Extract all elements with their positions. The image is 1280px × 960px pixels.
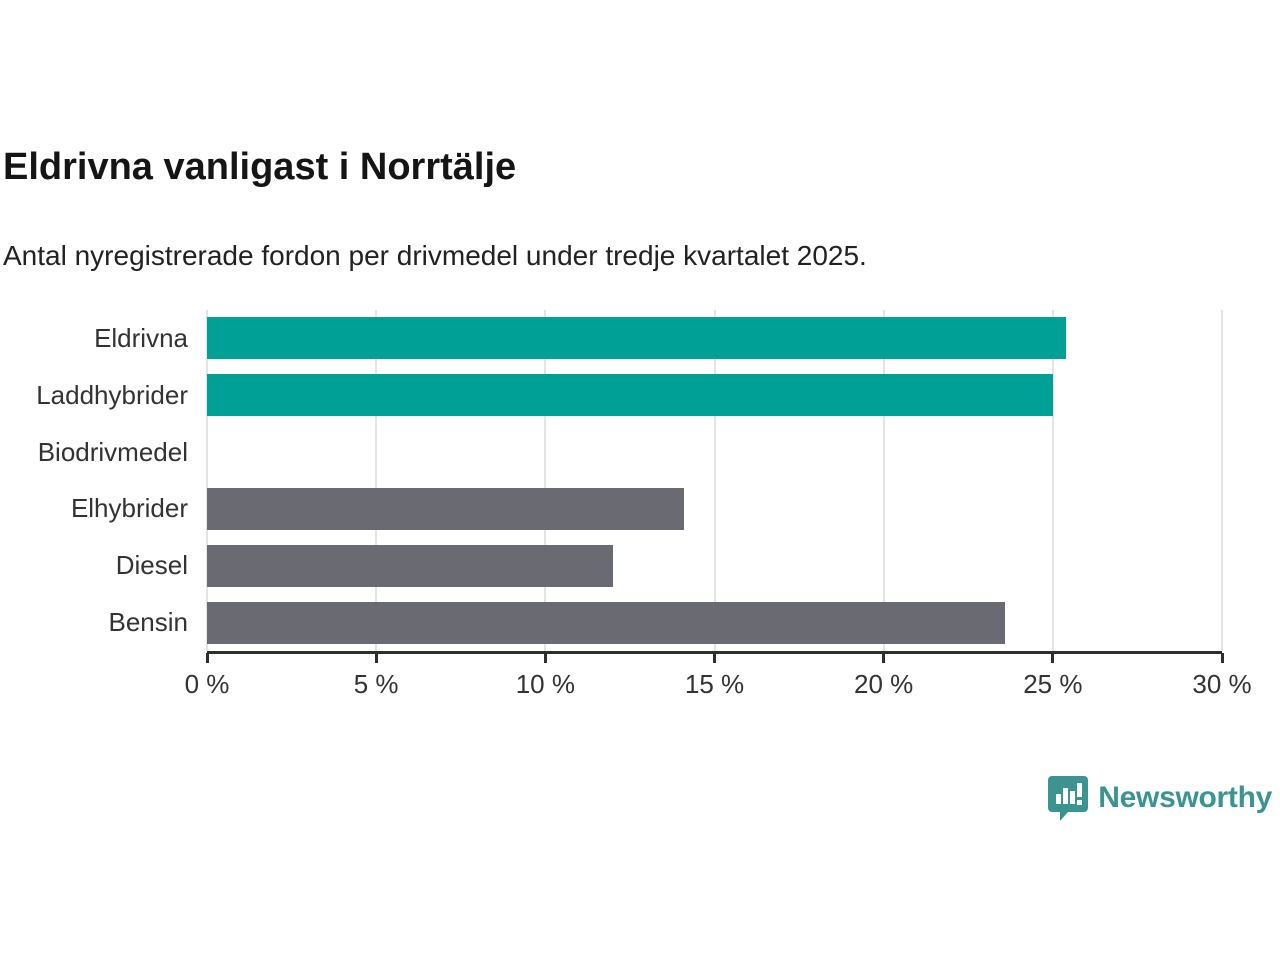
chart-subtitle: Antal nyregistrerade fordon per drivmede… bbox=[3, 240, 867, 271]
axis-tick-25 bbox=[1051, 653, 1055, 663]
category-label-elhybrider: Elhybrider bbox=[70, 493, 188, 524]
axis-tick-0 bbox=[205, 653, 209, 663]
axis-tick-label-10: 10 % bbox=[515, 669, 575, 699]
bar-row-diesel bbox=[207, 537, 1222, 594]
gridline-5 bbox=[375, 310, 378, 651]
newsworthy-logo-icon bbox=[1048, 776, 1089, 821]
brand-name: Newsworthy bbox=[1098, 781, 1272, 814]
bar-row-eldrivna bbox=[207, 310, 1222, 367]
plot-area bbox=[206, 310, 1223, 654]
category-axis: Eldrivna Laddhybrider Biodrivmedel Elhybrid… bbox=[0, 310, 188, 651]
gridline-15 bbox=[713, 310, 716, 651]
gridline-20 bbox=[882, 310, 885, 651]
bar-laddhybrider bbox=[207, 374, 1053, 417]
bar-eldrivna bbox=[207, 317, 1067, 360]
gridline-30 bbox=[1221, 310, 1223, 651]
axis-tick-10 bbox=[543, 653, 547, 663]
bar-row-biodrivmedel bbox=[207, 424, 1222, 481]
axis-tick-label-20: 20 % bbox=[854, 669, 914, 699]
bar-row-elhybrider bbox=[207, 480, 1222, 537]
bar-bensin bbox=[207, 601, 1006, 644]
value-axis: 0 % 5 % 10 % 15 % 20 % 25 % 30 % bbox=[185, 653, 1252, 713]
axis-tick-30 bbox=[1220, 653, 1224, 663]
axis-tick-label-25: 25 % bbox=[1023, 669, 1083, 699]
axis-tick-5 bbox=[374, 653, 378, 663]
axis-tick-label-5: 5 % bbox=[353, 669, 399, 699]
bar-row-bensin bbox=[207, 594, 1222, 651]
category-label-biodrivmedel: Biodrivmedel bbox=[37, 436, 188, 467]
axis-tick-label-15: 15 % bbox=[684, 669, 745, 699]
category-label-eldrivna: Eldrivna bbox=[94, 322, 188, 353]
bar-diesel bbox=[207, 544, 613, 587]
gridline-25 bbox=[1051, 310, 1054, 651]
gridline-10 bbox=[544, 310, 547, 651]
bar-elhybrider bbox=[207, 487, 685, 530]
axis-tick-label-0: 0 % bbox=[184, 669, 230, 699]
bar-rows bbox=[207, 310, 1222, 651]
gridline-0 bbox=[206, 310, 208, 651]
category-label-laddhybrider: Laddhybrider bbox=[36, 379, 188, 410]
brand-footer: Newsworthy bbox=[1048, 774, 1272, 822]
category-label-diesel: Diesel bbox=[115, 550, 188, 581]
axis-tick-15 bbox=[713, 653, 716, 663]
chart-title: Eldrivna vanligast i Norrtälje bbox=[3, 146, 517, 188]
bar-row-laddhybrider bbox=[207, 367, 1222, 424]
category-label-bensin: Bensin bbox=[108, 607, 189, 638]
axis-tick-label-30: 30 % bbox=[1192, 669, 1252, 699]
axis-tick-20 bbox=[882, 653, 886, 663]
